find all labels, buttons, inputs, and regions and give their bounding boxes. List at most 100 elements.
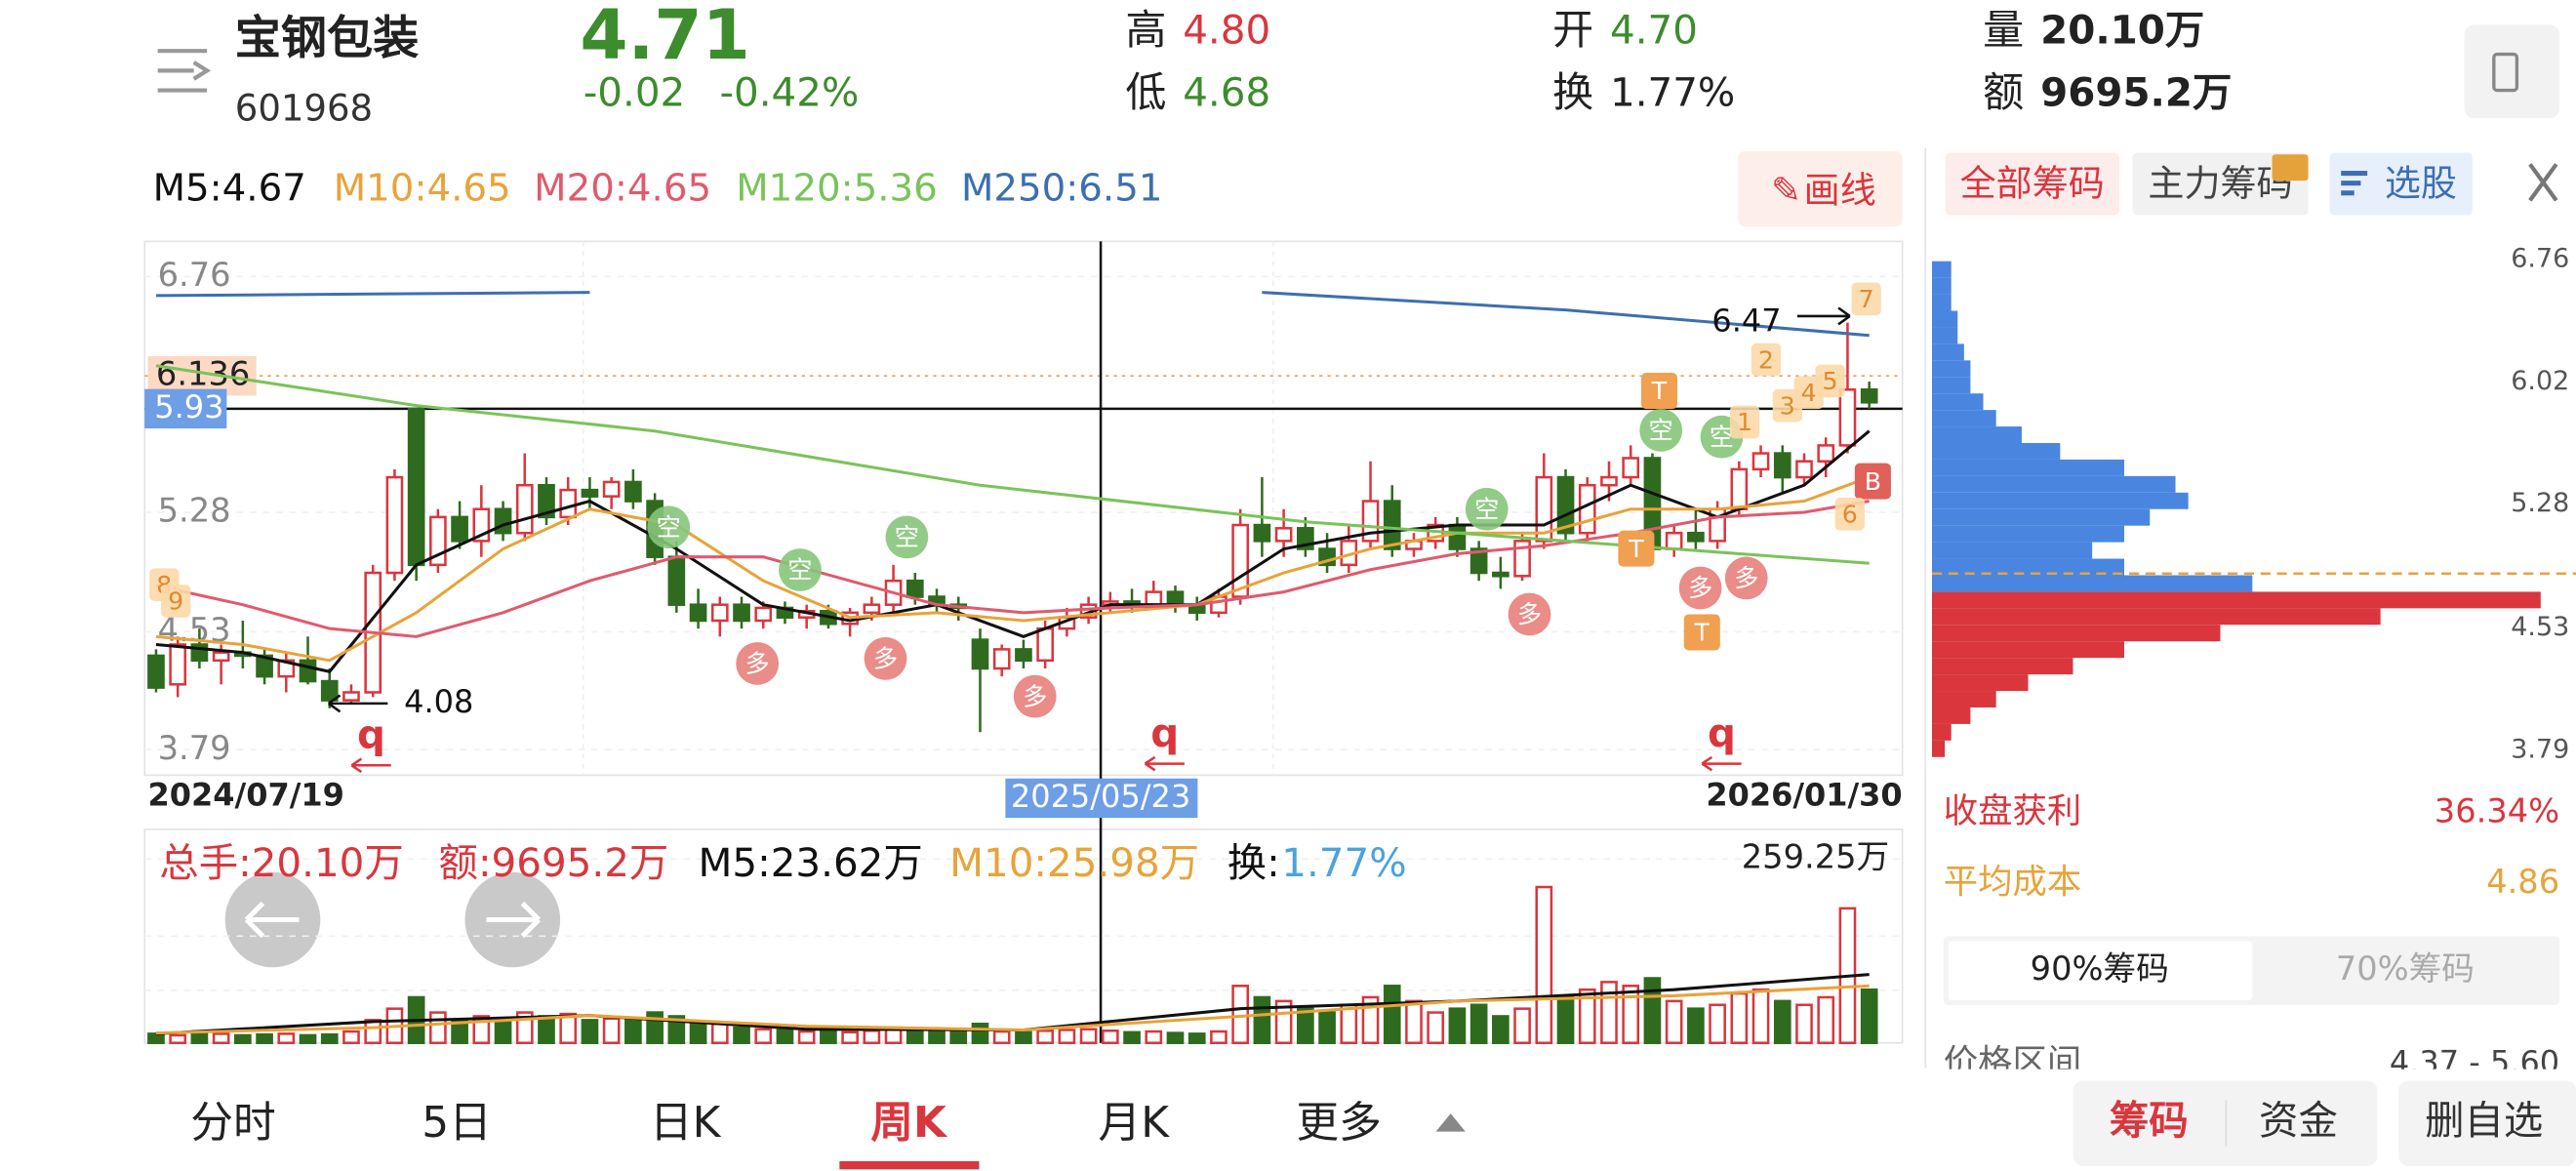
candle-body [147, 654, 165, 689]
signal-badge [161, 585, 191, 618]
candle-body [1665, 531, 1683, 550]
signal-badge [1640, 373, 1678, 410]
ma-legend: M20:4.65 [534, 167, 711, 211]
volume-bar [820, 1030, 837, 1044]
chip-bar [1932, 426, 2022, 443]
volume-bar [797, 1030, 816, 1044]
lock-icon [2272, 154, 2309, 182]
candle-body [407, 407, 425, 567]
signal-text: 空 [1474, 495, 1499, 523]
volume-bar [1187, 1032, 1206, 1044]
action-button[interactable]: 资金 [2259, 1097, 2338, 1144]
volume-bar [992, 1030, 1011, 1044]
chip-bar [1932, 691, 1996, 707]
toggle-active[interactable] [1948, 941, 2253, 1000]
signal-arrow [1144, 755, 1185, 772]
volume-bar [1860, 988, 1878, 1044]
signal-text: q [1150, 709, 1179, 756]
stat-label: 开 [1552, 6, 1593, 54]
draw-button[interactable] [1738, 150, 1903, 227]
ma-line [155, 429, 1871, 673]
volume-bar [1340, 1003, 1358, 1044]
menu-icon[interactable] [157, 49, 212, 93]
volume-legend: 换: [1228, 839, 1280, 886]
signal-text: 空 [787, 556, 812, 585]
volume-bar [1709, 1003, 1726, 1044]
signal-text: T [1628, 535, 1644, 563]
volume-bar [710, 1022, 729, 1044]
volume-bar [1210, 1030, 1228, 1044]
signal-badge [1854, 463, 1891, 500]
signal-text: q [1708, 709, 1736, 756]
ma-line [155, 500, 1870, 638]
candle-body [1860, 387, 1878, 404]
chip-bar [1932, 492, 2189, 509]
bottom-tab[interactable]: 5日 [422, 1098, 492, 1148]
volume-bar [299, 1033, 317, 1044]
volume-bar [234, 1033, 252, 1044]
signal-text: 多 [1517, 600, 1542, 628]
signal-text: 多 [873, 645, 898, 673]
candle-body [1166, 590, 1185, 606]
chip-bar [1932, 343, 1964, 361]
y-tick-label: 3.79 [158, 729, 231, 767]
candle-body [320, 679, 339, 702]
volume-bar [1101, 1029, 1119, 1044]
y-tick-label: 3.79 [2511, 735, 2569, 765]
candle-body [515, 483, 534, 535]
chip-bar [1932, 591, 2541, 609]
volume-bar [212, 1032, 230, 1044]
volume-bar [1448, 1007, 1467, 1044]
high-arrow [1796, 306, 1851, 326]
chip-tab[interactable] [2132, 152, 2309, 216]
volume-bar [1058, 1029, 1076, 1044]
more-arrow[interactable] [1435, 1113, 1466, 1132]
volume-bar [667, 1015, 686, 1044]
chip-bar [1932, 508, 2151, 526]
volume-bar [1427, 1011, 1445, 1044]
date-label: 2026/01/30 [1706, 776, 1902, 813]
signal-badge [1639, 409, 1683, 452]
volume-bar [949, 1030, 968, 1044]
candle-body [602, 480, 621, 498]
candle-body [1448, 523, 1467, 550]
bottom-tab[interactable]: 月K [1099, 1098, 1171, 1148]
signal-text: 空 [1649, 417, 1673, 445]
chip-bar [1932, 625, 2221, 642]
action-button[interactable]: 删自选 [2425, 1097, 2543, 1144]
layout-button[interactable] [2464, 24, 2560, 119]
candle-body [667, 555, 686, 606]
y-tick-label: 6.02 [2511, 366, 2569, 396]
candle-body [733, 603, 750, 623]
chip-tab[interactable] [1945, 152, 2119, 216]
action-button[interactable]: 筹码 [2110, 1097, 2189, 1144]
signal-badge [1724, 556, 1768, 600]
signal-badge [1751, 343, 1782, 377]
volume-bar [342, 1030, 360, 1044]
chip-tab[interactable] [2329, 152, 2473, 216]
chip-bar [1932, 525, 2124, 543]
candle-body [992, 648, 1011, 670]
volume-bar [1123, 1030, 1141, 1044]
close-icon[interactable] [2528, 163, 2558, 202]
stat-value: 20.10万 [2040, 7, 2204, 54]
bottom-tab[interactable]: 周K [870, 1098, 948, 1148]
bottom-tab[interactable]: 分时 [190, 1098, 276, 1148]
signal-arrow [350, 757, 391, 774]
volume-bar [928, 1030, 946, 1044]
candle-body [1015, 648, 1032, 663]
candle-body [971, 638, 989, 670]
stat-value: 4.68 [1183, 69, 1270, 116]
candle-body [1145, 590, 1163, 606]
candle-body [169, 643, 187, 686]
bottom-tab[interactable]: 日K [650, 1098, 722, 1148]
candle-body [451, 515, 468, 543]
low-label: 4.08 [404, 683, 473, 720]
y-tick-label: 4.53 [2511, 612, 2569, 642]
candle-body [906, 579, 924, 598]
candle-body [1838, 387, 1857, 447]
date-tag [1005, 778, 1198, 819]
stat-label: 额 [1983, 68, 2024, 116]
bottom-tab[interactable]: 更多 [1296, 1098, 1382, 1148]
chip-tab-label: 主力筹码 [2148, 163, 2292, 205]
